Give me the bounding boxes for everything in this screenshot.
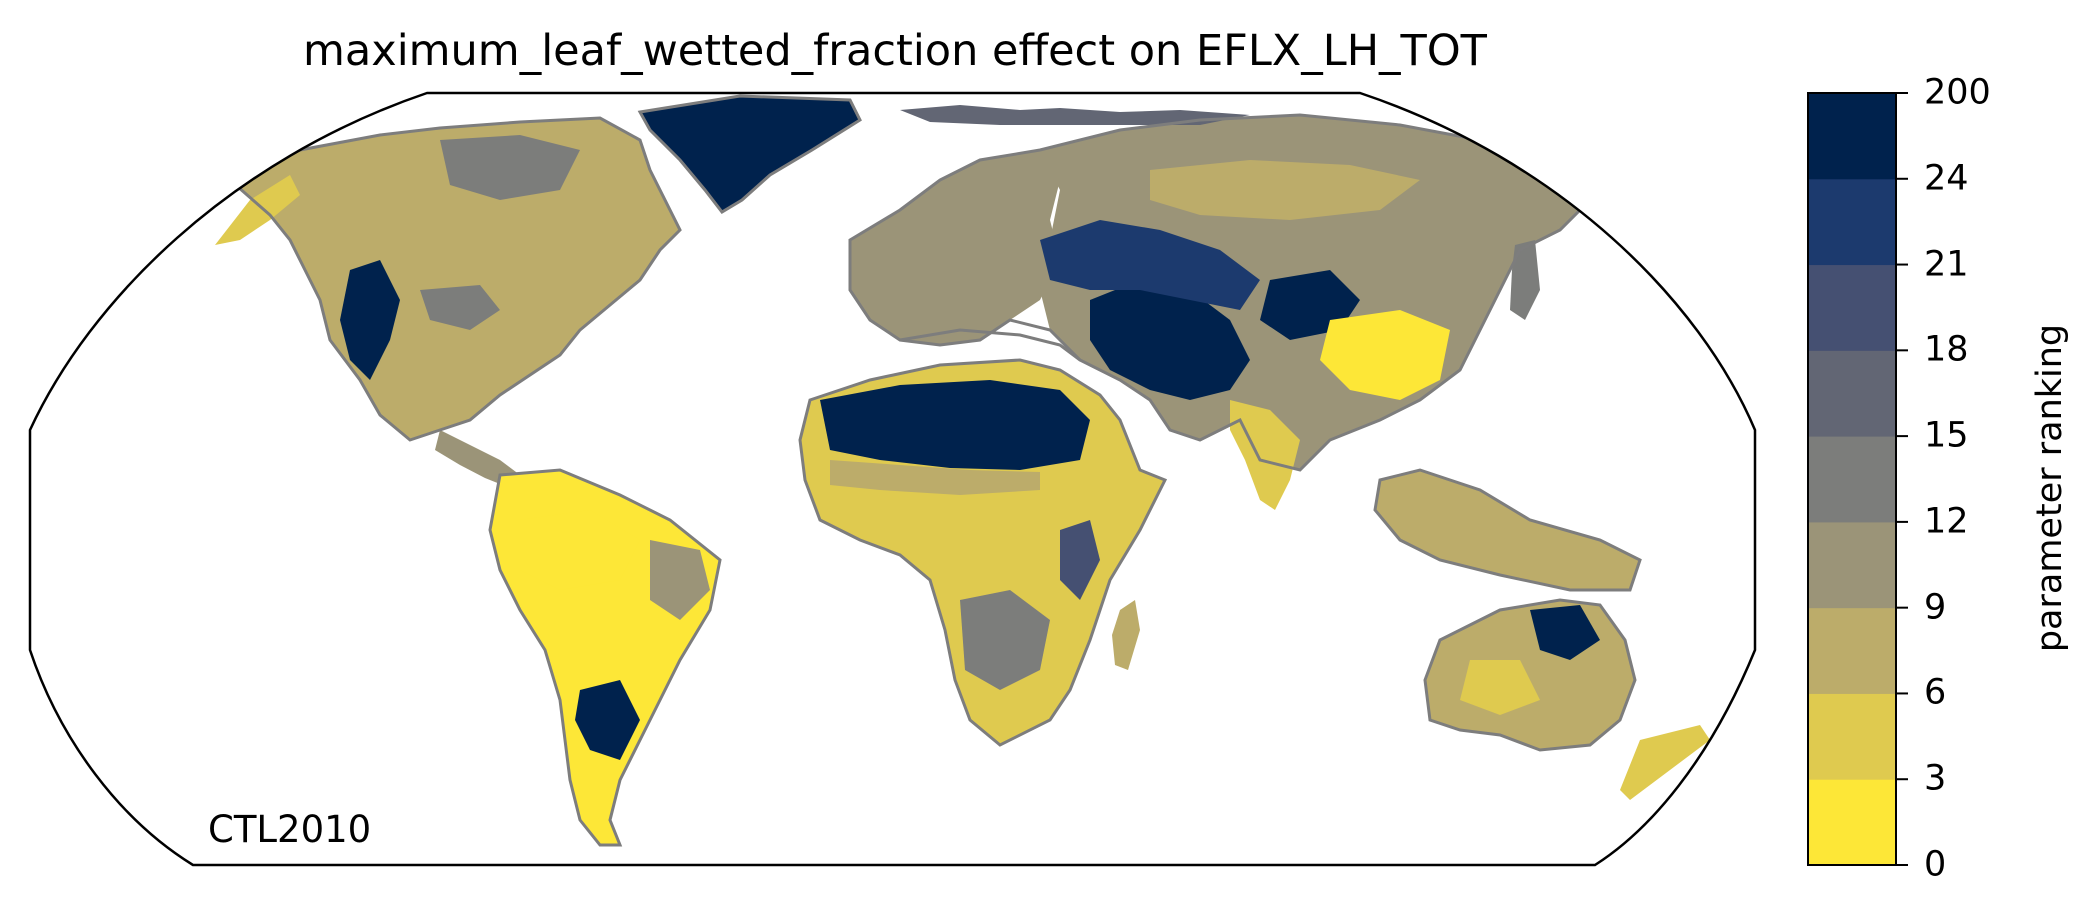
landmass-greenland [640,96,860,212]
patch-east-africa [1060,520,1100,600]
colorbar-segment [1808,693,1896,780]
coastline-south-america [488,468,722,847]
colorbar-tick-label: 0 [1924,844,1947,885]
colorbar-tick-label: 6 [1924,672,1947,713]
land-cells [215,96,1710,845]
colorbar-segment [1808,521,1896,609]
colorbar [1807,92,1908,866]
colorbar-segment [1808,607,1896,694]
patch-middle-east [1090,280,1250,400]
patch-amazon [520,510,640,590]
landmass-europe [850,150,1060,345]
patch-china-east [1320,310,1450,400]
colorbar-segment [1808,350,1896,437]
landmass-japan [1510,240,1540,320]
colorbar-tick-label: 21 [1924,244,1969,285]
colorbar-tick-label: 9 [1924,587,1947,628]
colorbar-tick-label: 3 [1924,758,1947,799]
coastline-africa [798,358,1168,747]
patch-north-america-east [420,285,500,330]
coastline-north-america [227,116,682,442]
coastline-mediterranean [899,328,1081,362]
colorbar-tick-label: 18 [1924,329,1969,370]
colorbar-segment [1808,178,1896,266]
landmass-alaska [215,175,300,245]
landmass-southeast-asia [1375,470,1640,590]
coastline-greenland [637,94,862,214]
colorbar-segment [1808,779,1896,866]
coastlines [227,94,1642,847]
patch-canada [440,135,580,200]
colorbar-segment [1808,93,1896,180]
landmass-north-america [230,118,680,440]
colorbar-tick-label: 200 [1924,72,1991,113]
patch-australia-central [1460,660,1540,715]
patch-central-asia [1040,220,1260,310]
patch-southern-africa [960,590,1050,690]
coastline-eurasia [848,113,1593,472]
patch-brazil-east [650,540,710,620]
patch-australia-north [1530,605,1600,660]
patch-patagonia [575,680,640,760]
colorbar-label: parameter ranking [2030,323,2070,653]
patch-north-america-west [340,260,400,380]
colorbar-frame [1807,92,1897,866]
colorbar-segment [1808,436,1896,523]
landmass-madagascar [1112,600,1140,670]
map-title: maximum_leaf_wetted_fraction effect on E… [303,26,1487,76]
patch-siberia [1150,160,1420,220]
panel-label: CTL2010 [208,808,372,851]
coastline-australia [1423,598,1637,752]
colorbar-tick-label: 24 [1924,158,1969,199]
colorbar-segment [1808,264,1896,351]
landmass-new-zealand [1620,725,1710,800]
landmass-central-america [435,430,520,488]
coastline-southeast-asia [1373,468,1642,592]
landmass-arctic-islands [900,105,1250,125]
patch-sahara [820,380,1090,470]
patch-sahel [830,460,1040,495]
colorbar-tick-label: 15 [1924,415,1969,456]
globe-outline [28,91,1757,867]
colorbar-tick-label: 12 [1924,501,1969,542]
landmass-india [1230,400,1300,510]
